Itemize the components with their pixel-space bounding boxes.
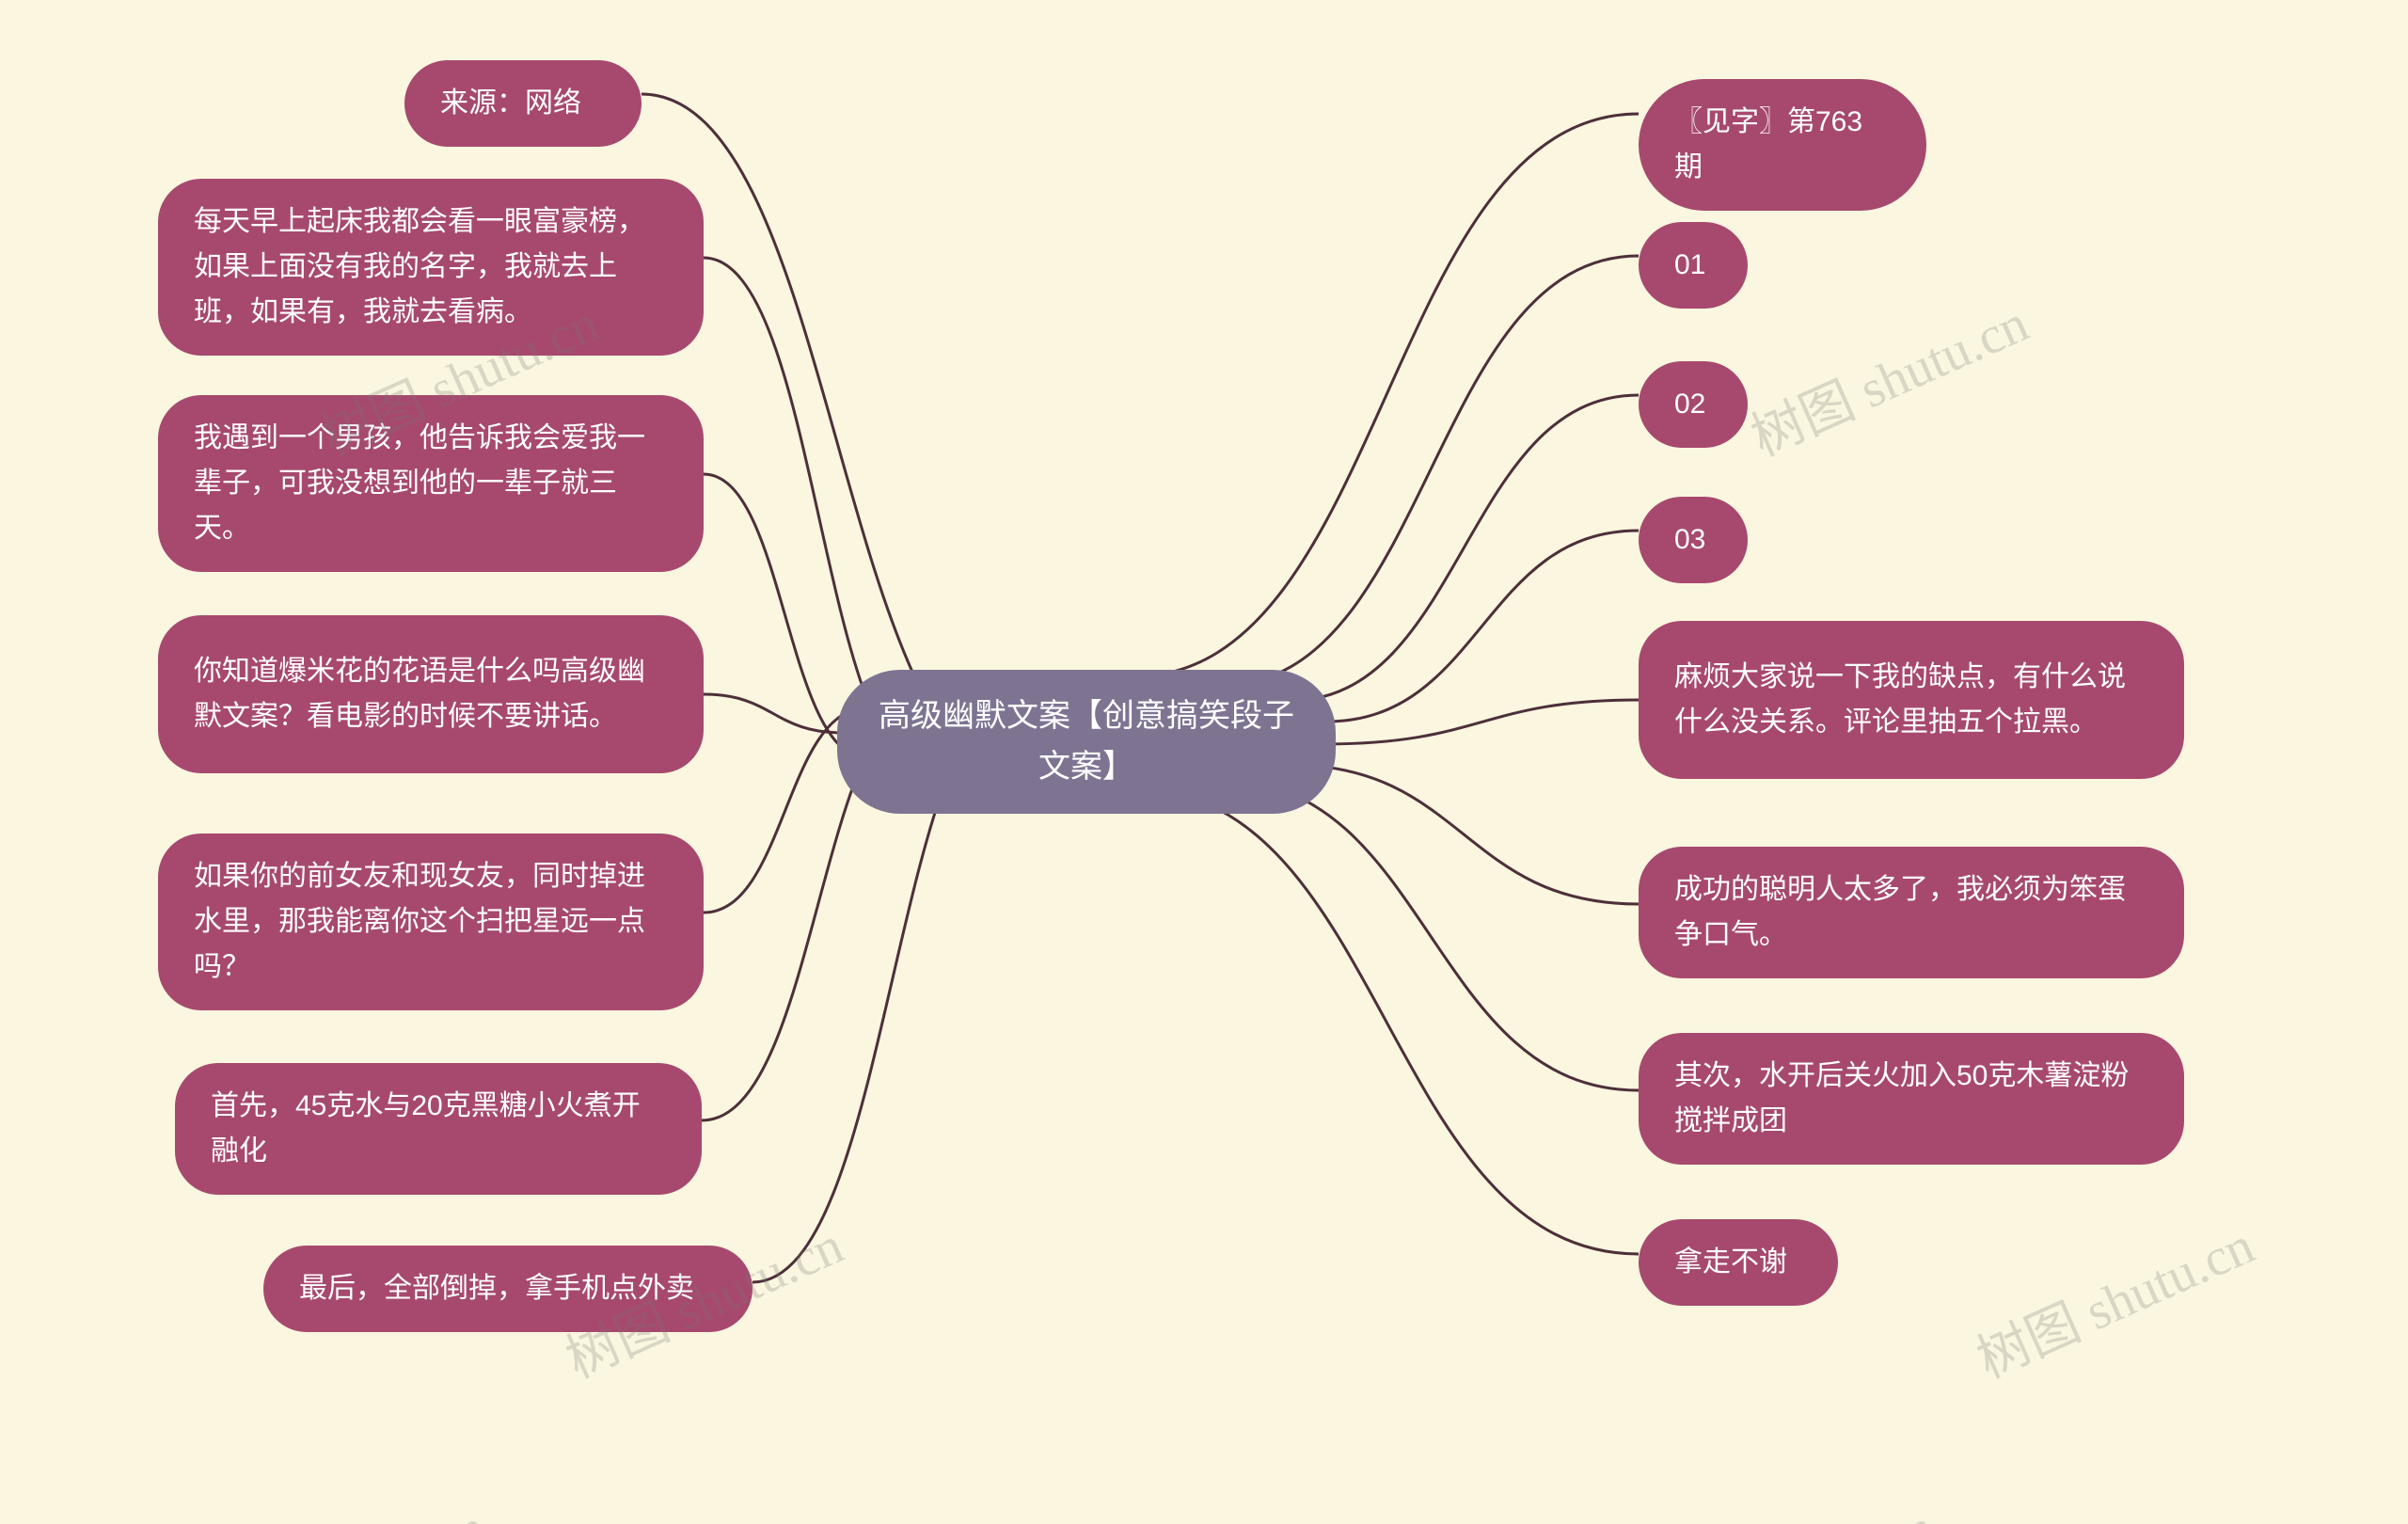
- edge: [1325, 700, 1639, 744]
- branch-node-r6: 成功的聪明人太多了，我必须为笨蛋争口气。: [1639, 847, 2184, 978]
- center-node: 高级幽默文案【创意搞笑段子文案】: [837, 670, 1336, 814]
- branch-node-l3: 我遇到一个男孩，他告诉我会爱我一辈子，可我没想到他的一辈子就三天。: [158, 395, 704, 572]
- edge: [1289, 395, 1639, 701]
- branch-node-l1: 来源：网络: [404, 60, 642, 147]
- edge: [1222, 256, 1639, 685]
- branch-node-r5: 麻烦大家说一下我的缺点，有什么说什么没关系。评论里抽五个拉黑。: [1639, 621, 2184, 779]
- branch-node-l4: 你知道爆米花的花语是什么吗高级幽默文案？看电影的时候不要讲话。: [158, 615, 704, 773]
- edge: [704, 694, 843, 733]
- edge: [1134, 789, 1639, 1254]
- branch-node-l6: 首先，45克水与20克黑糖小火煮开融化: [175, 1063, 702, 1195]
- branch-node-r4: 03: [1639, 497, 1748, 583]
- branch-node-l2: 每天早上起床我都会看一眼富豪榜，如果上面没有我的名字，我就去上班，如果有，我就去…: [158, 179, 704, 356]
- edge: [1134, 114, 1639, 676]
- edge: [1289, 765, 1639, 904]
- branch-node-l5: 如果你的前女友和现女友，同时掉进水里，那我能离你这个扫把星远一点吗？: [158, 833, 704, 1010]
- branch-node-r8: 拿走不谢: [1639, 1219, 1838, 1306]
- branch-node-r2: 01: [1639, 222, 1748, 309]
- edge: [1222, 781, 1639, 1090]
- branch-node-r7: 其次，水开后关火加入50克木薯淀粉搅拌成团: [1639, 1033, 2184, 1165]
- branch-node-r3: 02: [1639, 361, 1748, 448]
- edge: [1325, 531, 1639, 722]
- branch-node-l7: 最后，全部倒掉，拿手机点外卖: [263, 1246, 752, 1332]
- branch-node-r1: 〖见字〗第763期: [1639, 79, 1926, 211]
